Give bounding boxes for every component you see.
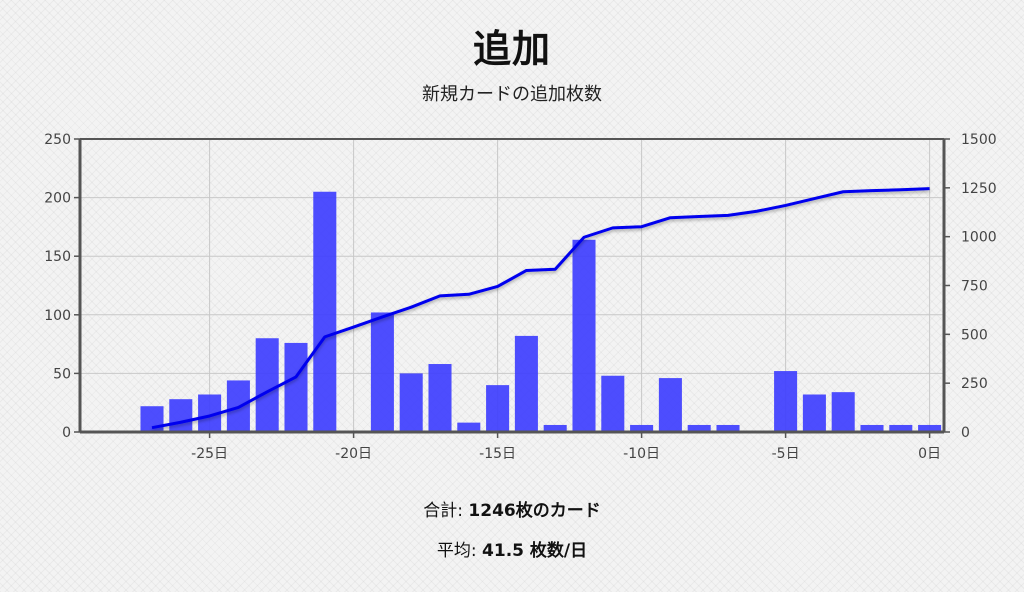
y-tick-label: 200 bbox=[44, 191, 71, 207]
total-label: 合計: bbox=[423, 501, 463, 521]
y2-tick-label: 500 bbox=[961, 327, 988, 343]
bar-series bbox=[140, 191, 942, 432]
chart-subtitle: 新規カードの追加枚数 bbox=[422, 84, 602, 105]
bar bbox=[428, 364, 452, 432]
bar bbox=[514, 335, 538, 432]
x-tick-label: -15日 bbox=[479, 446, 516, 462]
y-tick-label: 250 bbox=[44, 132, 71, 148]
x-tick-label: -5日 bbox=[772, 446, 800, 462]
bar bbox=[889, 424, 913, 432]
bar bbox=[802, 394, 826, 432]
bar bbox=[831, 392, 855, 432]
y2-tick-label: 750 bbox=[961, 279, 988, 295]
chart-title: 追加 bbox=[472, 27, 551, 71]
y-tick-label: 150 bbox=[44, 249, 71, 265]
y2-tick-label: 250 bbox=[961, 376, 988, 392]
y2-tick-label: 1000 bbox=[961, 230, 997, 246]
bar bbox=[140, 406, 164, 432]
axis-ticks: 0 50 100 150 200 250 0 250 500 750 1000 1250 1500 -25… bbox=[44, 132, 996, 462]
gridlines bbox=[80, 138, 944, 433]
bar bbox=[284, 342, 308, 432]
bar bbox=[370, 312, 394, 432]
y2-tick-label: 1250 bbox=[961, 181, 997, 197]
bar bbox=[399, 373, 423, 432]
y-tick-label: 100 bbox=[44, 308, 71, 324]
x-tick-label: -10日 bbox=[623, 446, 660, 462]
bar bbox=[486, 385, 510, 432]
cumulative-line-series bbox=[151, 187, 930, 430]
average-summary: 平均: 41.5 枚数/日 bbox=[0, 536, 1024, 561]
bar bbox=[774, 371, 798, 432]
bar bbox=[716, 424, 740, 432]
y-tick-label: 50 bbox=[53, 366, 71, 382]
total-summary: 合計: 1246枚のカード bbox=[0, 496, 1024, 521]
average-label: 平均: bbox=[436, 541, 477, 561]
bar bbox=[543, 424, 567, 432]
bar bbox=[255, 338, 279, 432]
bar bbox=[658, 378, 682, 432]
bar bbox=[169, 399, 193, 432]
y2-tick-label: 1500 bbox=[961, 132, 997, 148]
y2-tick-label: 0 bbox=[961, 425, 970, 441]
bar bbox=[687, 424, 711, 432]
bar bbox=[918, 424, 942, 432]
x-tick-label: -25日 bbox=[191, 446, 228, 462]
x-tick-label: 0日 bbox=[918, 446, 941, 462]
bar bbox=[198, 394, 222, 432]
bar bbox=[601, 375, 625, 432]
y-tick-label: 0 bbox=[62, 425, 71, 441]
bar bbox=[630, 424, 654, 432]
bar bbox=[313, 191, 337, 432]
bar bbox=[457, 422, 481, 432]
cumulative-line bbox=[151, 187, 930, 430]
total-value: 1246枚のカード bbox=[468, 501, 601, 521]
average-value: 41.5 枚数/日 bbox=[482, 541, 588, 561]
bar bbox=[572, 239, 596, 432]
bar bbox=[860, 424, 884, 432]
x-tick-label: -20日 bbox=[335, 446, 372, 462]
